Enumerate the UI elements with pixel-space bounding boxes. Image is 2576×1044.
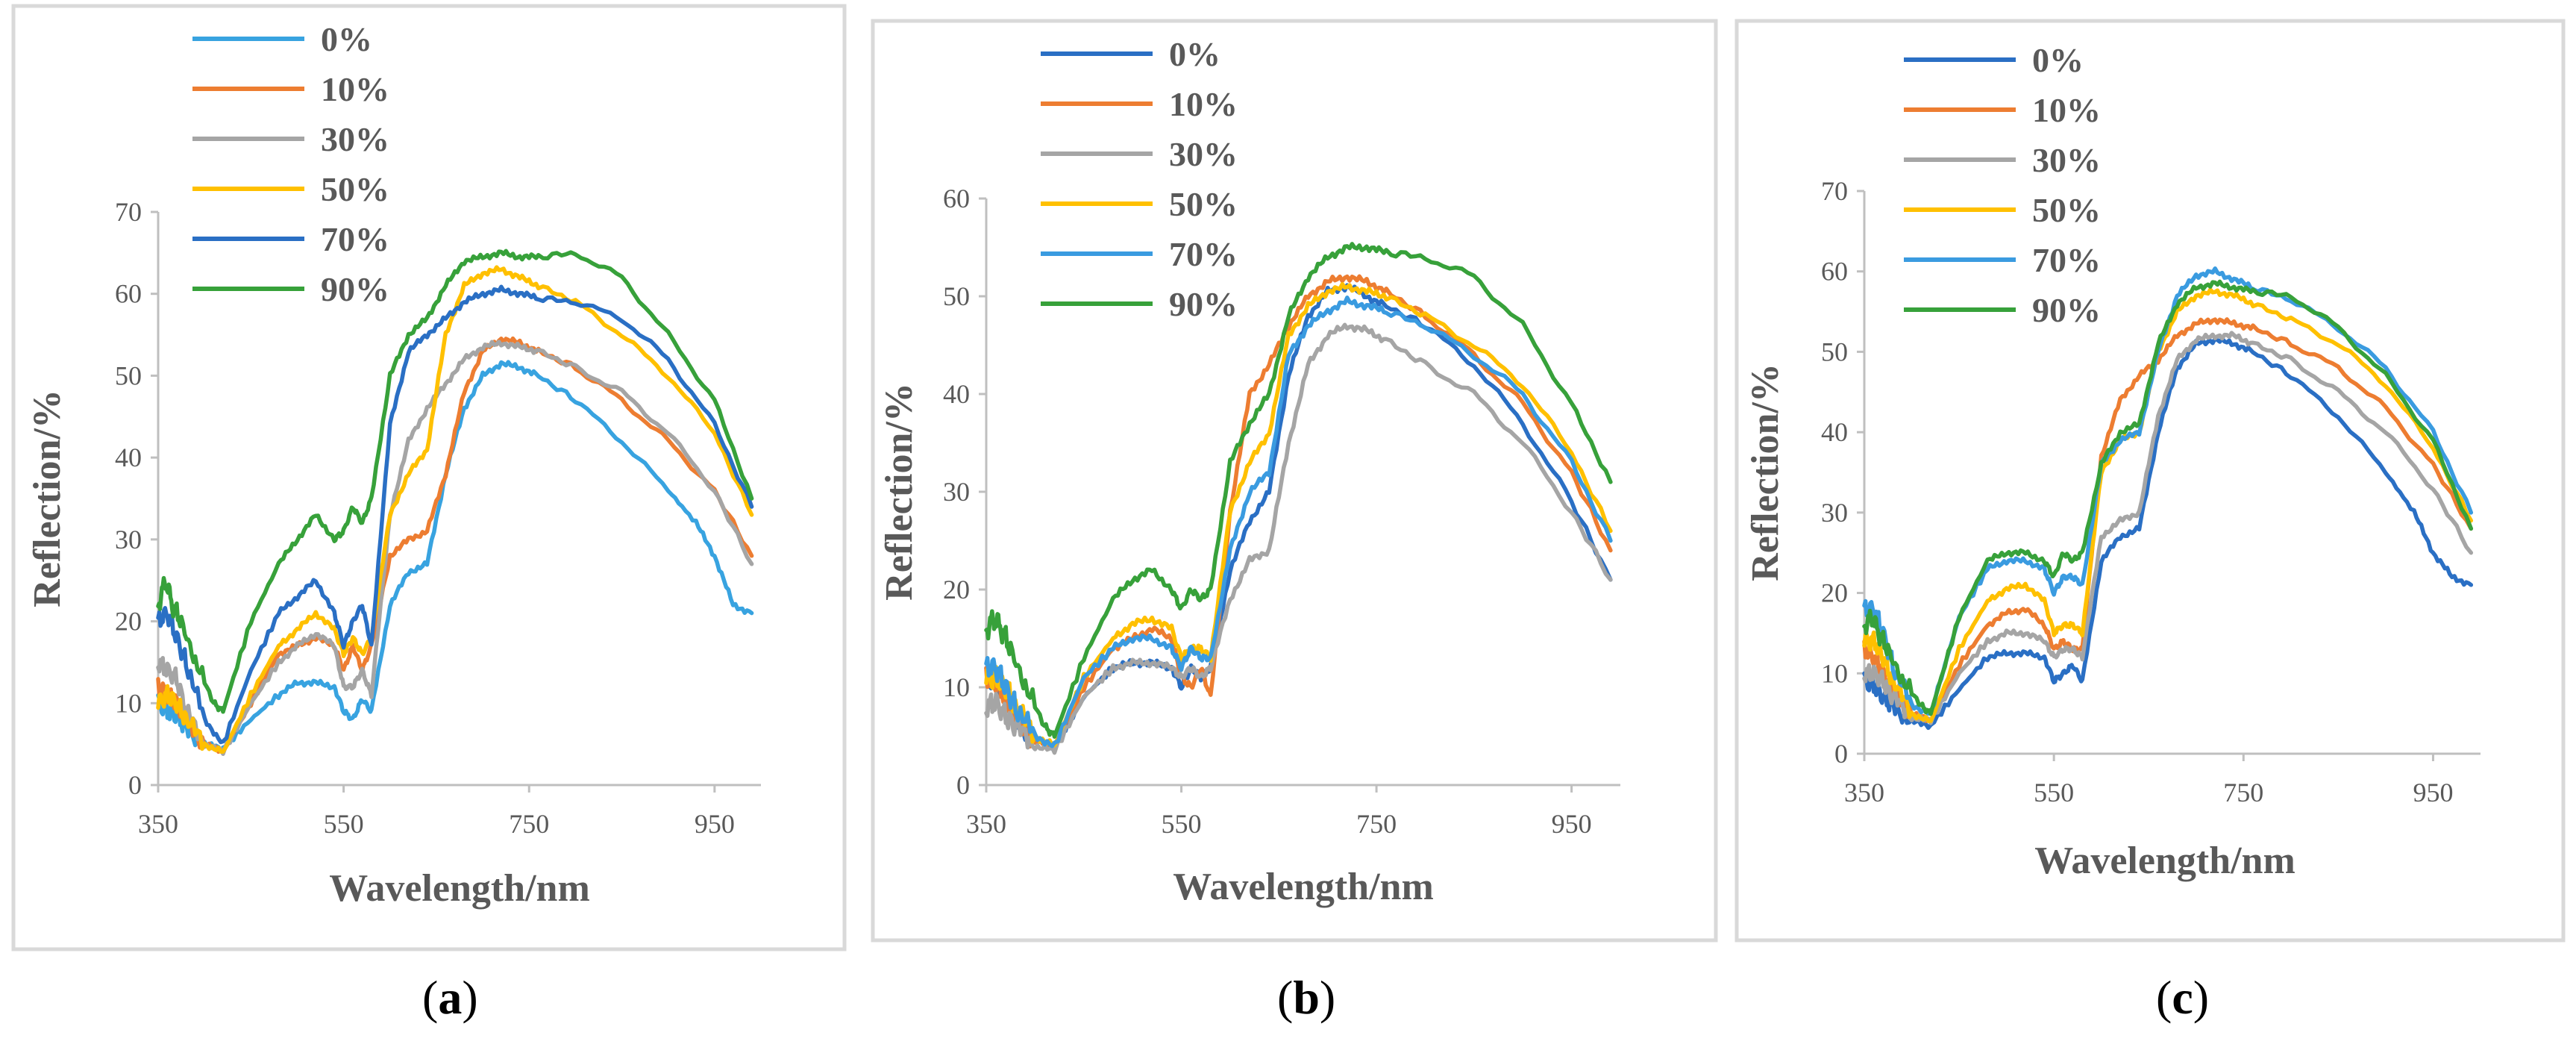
y-tick-label: 30 [115,525,142,554]
y-tick-label: 0 [1834,739,1848,769]
panel-label: (c) [2156,971,2209,1024]
panel-label: (b) [1277,971,1335,1024]
y-tick-label: 0 [956,770,970,800]
x-tick-label: 350 [138,809,178,839]
legend-label: 70% [1169,235,1238,273]
series-line-0pct [156,360,754,753]
x-axis-title: Wavelength/nm [1173,866,1434,908]
series-line-90pct [984,242,1613,739]
legend-label: 30% [321,120,389,158]
y-tick-label: 0 [128,770,142,800]
legend-label: 10% [2032,91,2101,129]
legend-label: 30% [2032,141,2101,179]
y-tick-label: 40 [943,379,970,409]
legend-label: 70% [321,220,389,258]
y-axis-title: Reflection/% [878,383,921,601]
y-tick-label: 30 [943,477,970,507]
legend-label: 10% [1169,85,1238,123]
legend-label: 30% [1169,135,1238,173]
legend-label: 90% [321,270,389,308]
legend-label: 50% [321,170,389,208]
chart-frame [871,19,1718,943]
y-tick-label: 40 [1821,417,1848,447]
x-tick-label: 750 [2223,778,2263,807]
legend-label: 70% [2032,241,2101,279]
chart-frame [11,4,847,951]
legend-label: 50% [1169,185,1238,223]
x-tick-label: 550 [1162,809,1202,839]
y-tick-label: 50 [1821,337,1848,366]
y-tick-label: 10 [1821,658,1848,688]
x-tick-label: 550 [324,809,364,839]
y-tick-label: 20 [943,575,970,604]
y-tick-label: 70 [1821,176,1848,206]
y-tick-label: 20 [115,607,142,637]
y-tick-label: 60 [1821,257,1848,287]
y-tick-label: 10 [943,672,970,702]
y-axis-title: Reflection/% [26,390,69,607]
x-tick-label: 750 [509,809,549,839]
legend-label: 0% [321,20,372,58]
series-line-70pct [156,284,754,745]
series-line-70pct [984,296,1613,748]
panel-label: (a) [422,971,478,1024]
y-tick-label: 40 [115,443,142,472]
x-tick-label: 950 [2413,778,2453,807]
legend-label: 90% [2032,291,2101,329]
x-axis-title: Wavelength/nm [2034,840,2295,882]
y-tick-label: 30 [1821,498,1848,528]
y-tick-label: 50 [943,281,970,311]
chart-panel-1: 0 10 20 30 40 50 60 70 350 550 750 950 Wavelength/nm… [11,4,847,951]
y-tick-label: 70 [115,197,142,227]
x-tick-label: 550 [2034,778,2074,807]
series-line-90pct [156,249,754,714]
x-tick-label: 750 [1356,809,1397,839]
x-tick-label: 350 [1844,778,1884,807]
x-tick-label: 950 [695,809,735,839]
legend-label: 0% [2032,41,2084,79]
y-tick-label: 60 [943,184,970,213]
y-tick-label: 60 [115,279,142,309]
legend-label: 90% [1169,285,1238,323]
x-tick-label: 950 [1552,809,1592,839]
series-line-50pct [1862,287,2474,723]
chart-panel-2: 0 10 20 30 40 50 60 350 550 750 950 Wavelength/nm Re… [871,19,1718,943]
x-axis-title: Wavelength/nm [329,867,590,910]
series-line-30pct [984,322,1613,755]
y-tick-label: 20 [1821,578,1848,608]
y-tick-label: 10 [115,688,142,718]
chart-panel-3: 0 10 20 30 40 50 60 70 350 550 750 950 Wavelength/nm… [1734,19,2566,943]
y-tick-label: 50 [115,360,142,390]
x-tick-label: 350 [966,809,1006,839]
legend-label: 0% [1169,35,1220,73]
y-axis-title: Reflection/% [1744,363,1787,581]
legend-label: 10% [321,70,389,108]
series-line-90pct [1862,279,2474,716]
legend-label: 50% [2032,191,2101,229]
